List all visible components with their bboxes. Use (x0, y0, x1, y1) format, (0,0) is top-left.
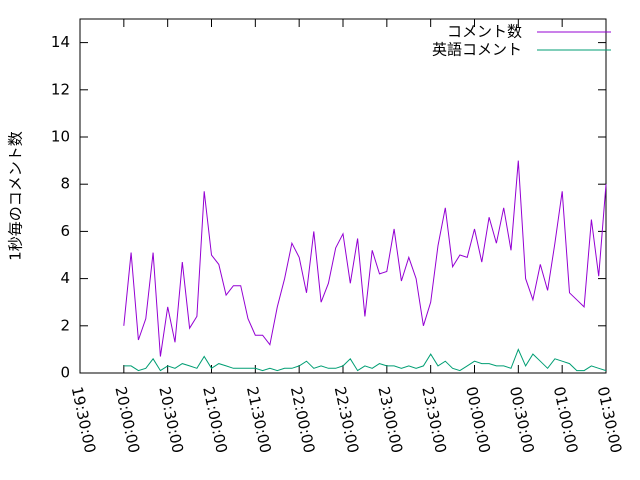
y-tick-label: 10 (51, 128, 70, 146)
series-line (123, 160, 607, 357)
x-tick-label: 23:00:00 (375, 385, 407, 455)
x-tick-label: 21:30:00 (243, 385, 275, 455)
series-line (123, 348, 607, 372)
legend-label: コメント数 (447, 23, 522, 41)
y-tick-label: 4 (60, 269, 70, 287)
x-tick-label: 22:00:00 (287, 385, 319, 455)
y-tick-label: 14 (51, 33, 70, 51)
y-axis-label: 1秒毎のコメント数 (7, 131, 25, 261)
plot-border (79, 18, 607, 374)
y-tick-label: 2 (60, 316, 70, 334)
x-tick-label: 23:30:00 (418, 385, 450, 455)
legend-label: 英語コメント (432, 41, 522, 59)
y-tick-label: 12 (51, 80, 70, 98)
y-tick-label: 6 (60, 222, 70, 240)
x-tick-label: 21:00:00 (199, 385, 231, 455)
y-tick-label: 0 (60, 364, 70, 382)
x-tick-label: 22:30:00 (331, 385, 363, 455)
x-tick-label: 01:30:00 (594, 385, 626, 455)
x-tick-label: 00:00:00 (462, 385, 494, 455)
x-tick-label: 19:30:00 (68, 385, 100, 455)
x-tick-label: 20:30:00 (155, 385, 187, 455)
y-tick-label: 8 (60, 175, 70, 193)
x-tick-label: 20:00:00 (112, 385, 144, 455)
x-tick-label: 00:30:00 (506, 385, 538, 455)
x-tick-label: 01:00:00 (550, 385, 582, 455)
